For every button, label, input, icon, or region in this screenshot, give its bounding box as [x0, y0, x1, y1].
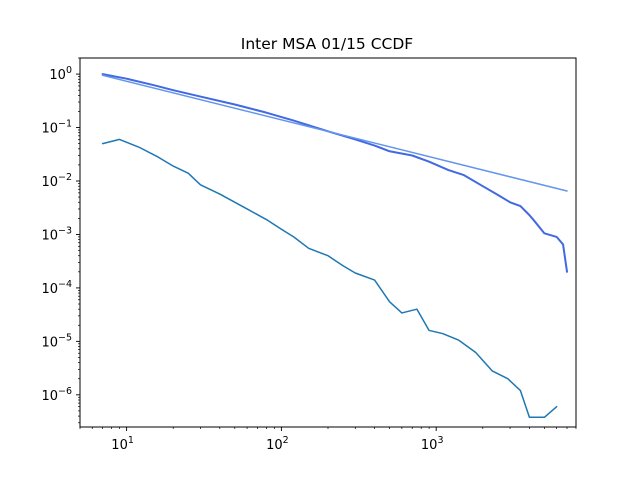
y-tick-label: 10−4 — [41, 279, 72, 297]
series-layer — [101, 73, 569, 419]
series-line-2 — [101, 74, 568, 192]
y-tick-label: 10−6 — [41, 386, 72, 404]
y-tick-label: 10−2 — [41, 172, 72, 190]
y-tick-label: 100 — [49, 65, 72, 83]
x-tick-label: 102 — [266, 435, 289, 453]
y-axis: 100 10−1 10−2 10−3 10−4 10−5 10−6 — [41, 57, 80, 424]
series-line-3 — [101, 138, 558, 419]
chart-title: Inter MSA 01/15 CCDF — [241, 35, 414, 53]
x-tick-label: 103 — [421, 435, 444, 453]
x-tick-label: 101 — [111, 435, 134, 453]
x-axis: 101 102 103 — [79, 427, 577, 453]
y-tick-label: 10−5 — [41, 332, 72, 350]
series-line-1 — [101, 73, 569, 273]
y-tick-label: 10−3 — [41, 225, 72, 243]
y-tick-label: 10−1 — [41, 119, 72, 137]
